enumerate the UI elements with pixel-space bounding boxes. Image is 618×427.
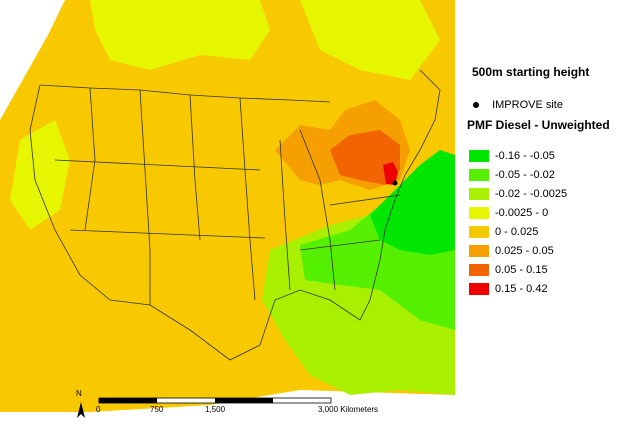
scale-bar: [98, 397, 332, 404]
map-canvas: [0, 0, 455, 418]
legend-panel: 500m starting height IMPROVE site PMF Di…: [455, 0, 618, 427]
scale-tick-3000: 3,000 Kilometers: [318, 405, 378, 414]
zone-dark-orange: [330, 130, 400, 185]
scale-tick-0: 0: [96, 405, 101, 414]
scale-unit: Kilometers: [340, 405, 379, 414]
legend-swatch: [469, 244, 489, 257]
site-dot-icon: [473, 102, 479, 109]
site-legend-label: IMPROVE site: [492, 99, 563, 111]
map-title: 500m starting height: [472, 65, 590, 79]
legend-label: 0.025 - 0.05: [495, 244, 554, 257]
improve-site-marker: [392, 180, 398, 186]
legend-item: 0.05 - 0.15: [469, 260, 567, 279]
legend-item: -0.16 - -0.05: [469, 146, 567, 165]
legend-item: -0.02 - -0.0025: [469, 184, 567, 203]
legend-swatch: [469, 206, 489, 219]
legend-label: -0.16 - -0.05: [495, 149, 555, 162]
legend-swatch: [469, 149, 489, 162]
legend-swatch: [469, 187, 489, 200]
legend-swatch: [469, 263, 489, 276]
legend-label: -0.02 - -0.0025: [495, 187, 568, 200]
legend-label: 0.05 - 0.15: [495, 263, 548, 276]
legend-list: -0.16 - -0.05 -0.05 - -0.02 -0.02 - -0.002…: [469, 146, 567, 298]
legend-title: PMF Diesel - Unweighted: [467, 118, 610, 132]
zone-red: [383, 162, 398, 185]
zone-light-yellow-west: [10, 120, 70, 230]
scale-tick-1500: 1,500: [205, 405, 226, 414]
legend-swatch: [469, 225, 489, 238]
boundaries: [29, 69, 441, 361]
legend-label: 0 - 0.025: [495, 225, 539, 238]
scale-tick-750: 750: [150, 405, 164, 414]
legend-label: -0.05 - -0.02: [495, 168, 555, 181]
legend-item: 0 - 0.025: [469, 222, 567, 241]
north-label: N: [76, 389, 82, 398]
zone-green-strong: [370, 150, 455, 255]
site-legend-entry: IMPROVE site: [473, 99, 563, 111]
zone-light-yellow-canada-east: [300, 0, 440, 80]
legend-item: -0.05 - -0.02: [469, 165, 567, 184]
north-arrow-icon: [77, 402, 85, 418]
legend-swatch: [469, 168, 489, 181]
map-frame: N 0 750 1,500 3,000 Kilometers: [0, 0, 455, 418]
legend-label: 0.15 - 0.42: [495, 282, 548, 295]
legend-item: 0.15 - 0.42: [469, 279, 567, 298]
legend-item: 0.025 - 0.05: [469, 241, 567, 260]
scale-tick-3000-value: 3,000: [318, 405, 339, 414]
zone-light-yellow-north: [90, 0, 270, 70]
legend-label: -0.0025 - 0: [495, 206, 549, 219]
legend-swatch: [469, 282, 489, 295]
legend-item: -0.0025 - 0: [469, 203, 567, 222]
